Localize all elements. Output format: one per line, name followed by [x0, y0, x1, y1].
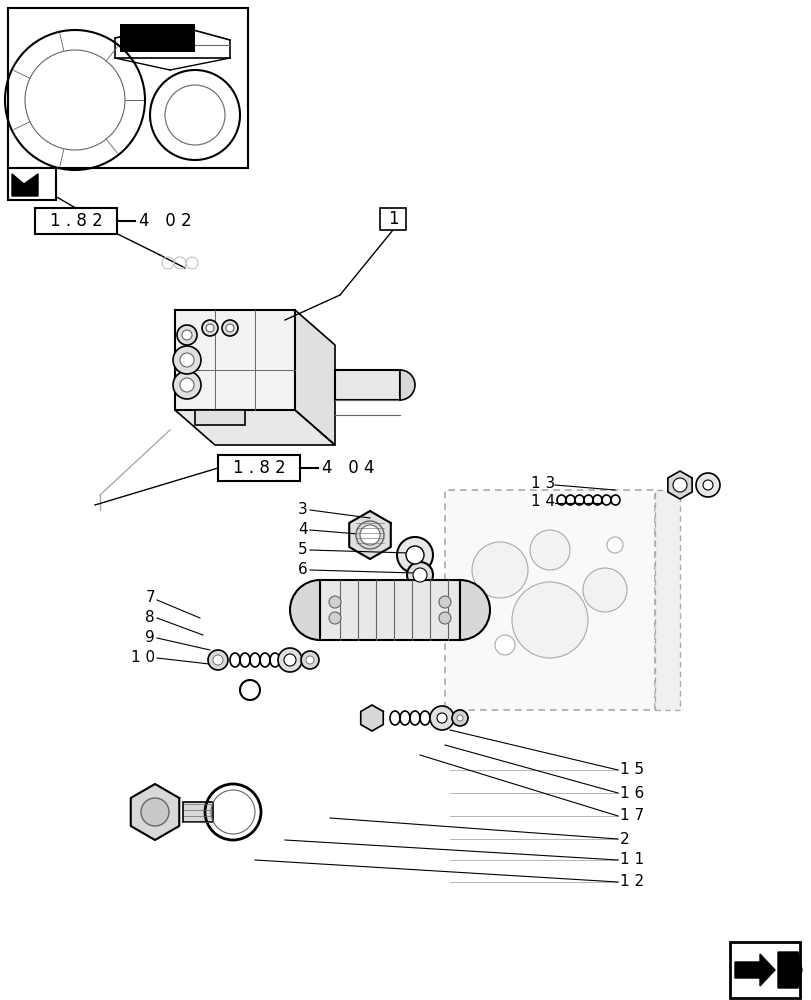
Circle shape	[430, 706, 453, 730]
Circle shape	[177, 325, 197, 345]
Wedge shape	[460, 580, 489, 640]
Wedge shape	[400, 370, 414, 400]
Bar	[380, 208, 406, 230]
Bar	[444, 490, 654, 710]
Bar	[182, 802, 212, 822]
Circle shape	[301, 651, 319, 669]
Text: 1 2: 1 2	[620, 874, 643, 890]
Circle shape	[406, 562, 432, 588]
Circle shape	[284, 654, 296, 666]
Circle shape	[306, 656, 314, 664]
Polygon shape	[175, 410, 335, 445]
Circle shape	[406, 546, 423, 564]
Circle shape	[457, 715, 462, 721]
Polygon shape	[349, 511, 390, 559]
Circle shape	[277, 648, 302, 672]
Circle shape	[436, 713, 446, 723]
Bar	[120, 24, 195, 52]
Text: 1 6: 1 6	[620, 786, 643, 800]
Text: 7: 7	[145, 590, 155, 605]
Bar	[217, 455, 299, 481]
Text: 2: 2	[620, 832, 629, 846]
Text: 1 0: 1 0	[131, 650, 155, 664]
Polygon shape	[734, 954, 774, 986]
Circle shape	[221, 320, 238, 336]
Circle shape	[495, 635, 514, 655]
Text: 1 5: 1 5	[620, 762, 643, 778]
Text: 1 . 8 2: 1 . 8 2	[49, 212, 102, 230]
Circle shape	[173, 346, 201, 374]
Circle shape	[173, 371, 201, 399]
Circle shape	[702, 480, 712, 490]
Circle shape	[695, 473, 719, 497]
Circle shape	[212, 655, 223, 665]
Polygon shape	[667, 471, 691, 499]
Text: 1: 1	[387, 210, 398, 228]
Circle shape	[202, 320, 217, 336]
Circle shape	[439, 596, 450, 608]
Text: 4   0 2: 4 0 2	[139, 212, 191, 230]
Polygon shape	[360, 705, 383, 731]
Circle shape	[141, 798, 169, 826]
Circle shape	[328, 612, 341, 624]
Circle shape	[208, 650, 228, 670]
Text: 9: 9	[145, 630, 155, 645]
Text: 1 1: 1 1	[620, 852, 643, 867]
Circle shape	[530, 530, 569, 570]
Text: 1 . 8 2: 1 . 8 2	[232, 459, 285, 477]
Text: 1 3: 1 3	[530, 476, 554, 490]
Text: 6: 6	[298, 562, 307, 578]
Circle shape	[452, 710, 467, 726]
Circle shape	[439, 612, 450, 624]
Circle shape	[182, 330, 191, 340]
Bar	[335, 370, 400, 400]
Bar	[195, 410, 245, 425]
Circle shape	[471, 542, 527, 598]
Text: 4: 4	[298, 522, 307, 538]
Text: 4   0 4: 4 0 4	[322, 459, 374, 477]
Text: 5: 5	[298, 542, 307, 558]
Polygon shape	[12, 174, 38, 196]
Circle shape	[355, 521, 384, 549]
Wedge shape	[290, 580, 320, 640]
Circle shape	[582, 568, 626, 612]
Circle shape	[359, 525, 380, 545]
Bar	[35, 208, 117, 234]
Bar	[8, 8, 247, 168]
Circle shape	[413, 568, 427, 582]
Bar	[320, 580, 460, 640]
Polygon shape	[294, 310, 335, 445]
Text: 1 4: 1 4	[530, 494, 554, 510]
Circle shape	[672, 478, 686, 492]
Circle shape	[397, 537, 432, 573]
Bar	[729, 942, 799, 998]
Text: 8: 8	[145, 610, 155, 626]
Text: 3: 3	[298, 502, 307, 518]
Bar	[8, 168, 56, 200]
Bar	[654, 490, 679, 710]
Circle shape	[512, 582, 587, 658]
Circle shape	[180, 378, 194, 392]
Polygon shape	[131, 784, 179, 840]
Polygon shape	[777, 952, 801, 988]
Circle shape	[225, 324, 234, 332]
Circle shape	[180, 353, 194, 367]
Text: 1 7: 1 7	[620, 808, 643, 824]
Circle shape	[607, 537, 622, 553]
Circle shape	[328, 596, 341, 608]
Circle shape	[206, 324, 214, 332]
